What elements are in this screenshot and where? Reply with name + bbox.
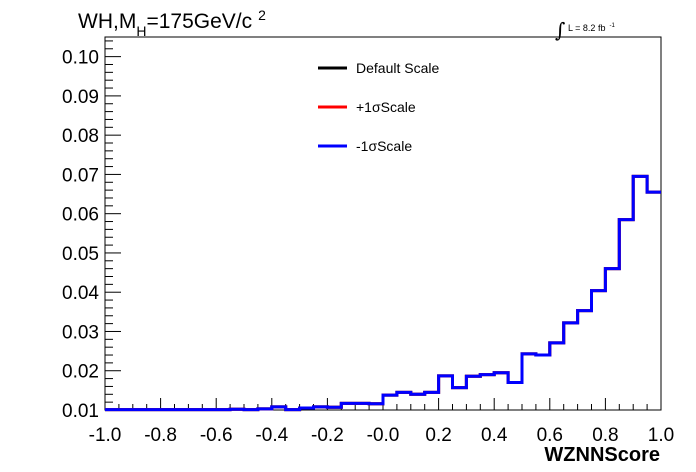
chart-title: WH,MH=175GeV/c 2 (78, 7, 266, 39)
x-tick-label: -0.0 (367, 425, 400, 446)
x-tick-label: -0.2 (311, 425, 344, 446)
x-axis: -1.0 -0.8 -0.6 -0.4 -0.2 -0.0 0.2 0.4 0.6 0.8 1.0 (89, 398, 674, 446)
y-tick-label: 0.01 (62, 401, 99, 422)
luminosity-integral: ∫ (555, 18, 565, 42)
y-axis: 0.01 0.02 0.03 0.04 0.05 0.06 0.07 0.08 0.09 0.10 (62, 40, 121, 422)
y-tick-label: 0.10 (62, 48, 99, 69)
y-tick-label: 0.06 (62, 205, 99, 226)
legend-label: Default Scale (356, 60, 439, 76)
legend-label: +1σScale (356, 99, 416, 115)
title-subscript: H (136, 23, 146, 39)
title-suffix: =175GeV/c (146, 10, 252, 33)
y-tick-label: 0.03 (62, 322, 99, 343)
y-tick-label: 0.07 (62, 165, 99, 186)
y-tick-label: 0.08 (62, 126, 99, 147)
legend: Default Scale +1σScale -1σScale (318, 60, 439, 154)
x-tick-label: -0.8 (144, 425, 177, 446)
y-tick-label: 0.02 (62, 362, 99, 383)
luminosity-superscript: -1 (609, 23, 615, 29)
luminosity-label: L = 8.2 fb -1 (568, 23, 615, 33)
title-superscript: 2 (258, 7, 266, 23)
series-group (105, 174, 661, 412)
y-tick-label: 0.09 (62, 87, 99, 108)
x-tick-label: -0.4 (255, 425, 288, 446)
x-axis-label: WZNNScore (544, 444, 660, 466)
x-tick-label: 0.4 (481, 425, 508, 446)
series-line (105, 174, 661, 412)
y-tick-label: 0.05 (62, 244, 99, 265)
x-tick-label: 0.8 (592, 425, 618, 446)
x-tick-label: -1.0 (89, 425, 122, 446)
x-tick-label: -0.6 (200, 425, 233, 446)
legend-label: -1σScale (356, 138, 412, 154)
y-tick-label: 0.04 (62, 283, 99, 304)
luminosity-text: L = 8.2 fb (568, 23, 605, 33)
x-tick-label: 0.2 (425, 425, 451, 446)
title-prefix: WH,M (78, 10, 136, 33)
x-tick-label: 1.0 (648, 425, 674, 446)
x-tick-label: 0.6 (537, 425, 563, 446)
